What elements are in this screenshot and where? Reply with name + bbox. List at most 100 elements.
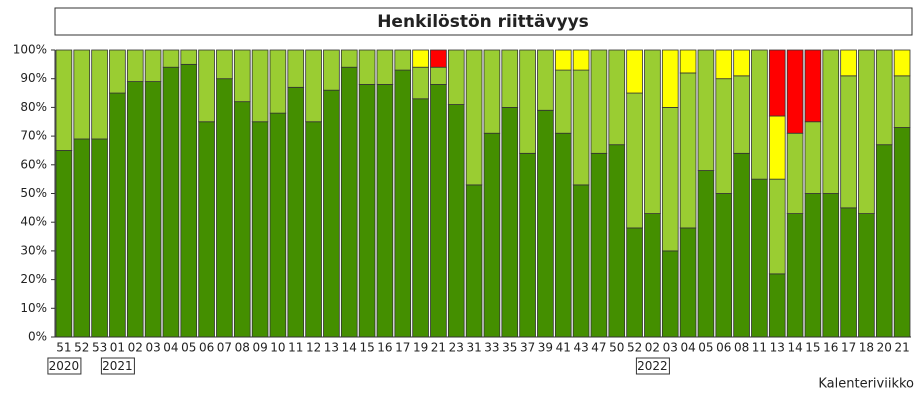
bar-segment <box>394 69 412 338</box>
x-tick-label: 09 <box>252 341 267 355</box>
x-axis-label: Kalenteriviikko <box>818 377 914 392</box>
bar-segment <box>822 193 840 338</box>
bar-segment <box>661 107 679 252</box>
x-tick-label: 50 <box>609 341 624 355</box>
x-tick-label: 08 <box>235 341 250 355</box>
bar-segment <box>697 49 715 171</box>
x-tick-label: 37 <box>520 341 535 355</box>
y-tick-label: 0% <box>28 330 47 344</box>
x-tick-label: 20 <box>877 341 892 355</box>
x-tick-label: 04 <box>680 341 695 355</box>
bar-segment <box>109 49 126 94</box>
bar-segment <box>430 66 447 85</box>
bar-segment <box>376 84 394 338</box>
bar-segment <box>430 84 447 338</box>
bar-segment <box>715 49 733 80</box>
title-box <box>54 7 913 36</box>
bar-segment <box>180 49 198 65</box>
bar-segment <box>893 49 911 77</box>
bar-segment <box>768 49 786 117</box>
bar-segment <box>412 66 429 100</box>
bar-segment <box>733 152 750 338</box>
x-tick-label: 10 <box>270 341 285 355</box>
x-tick-label: 53 <box>92 341 107 355</box>
y-tick-label: 80% <box>20 100 47 114</box>
bar-segment <box>91 138 108 338</box>
bar-segment <box>126 81 144 338</box>
bar-segment <box>572 184 590 338</box>
bar-segment <box>216 49 233 80</box>
bar-segment <box>840 75 857 209</box>
y-tick-label: 60% <box>20 157 47 171</box>
bar-segment <box>679 72 697 229</box>
x-tick-label: 16 <box>377 341 392 355</box>
bar-segment <box>644 49 661 214</box>
x-tick-label: 51 <box>56 341 71 355</box>
bar-segment <box>216 78 233 338</box>
bar-segment <box>893 75 911 128</box>
x-tick-label: 16 <box>823 341 838 355</box>
bar-segment <box>590 49 608 154</box>
bar-segment <box>287 49 305 88</box>
bar-segment <box>233 101 251 338</box>
y-tick-label: 10% <box>20 301 47 315</box>
bar-segment <box>608 49 626 146</box>
bar-segment <box>875 49 893 146</box>
year-box <box>100 357 135 375</box>
bar-segment <box>751 49 768 180</box>
bar-segment <box>804 121 822 194</box>
x-tick-label: 04 <box>163 341 178 355</box>
bar-segment <box>126 49 144 82</box>
bar-segment <box>715 78 733 194</box>
bar-segment <box>198 121 215 338</box>
bar-segment <box>162 66 180 338</box>
bar-segment <box>305 121 322 338</box>
bar-segment <box>626 49 643 94</box>
chart-title: Henkilöstön riittävyys <box>377 12 589 32</box>
bar-segment <box>626 92 643 229</box>
bar-segment <box>858 49 875 214</box>
x-tick-label: 52 <box>74 341 89 355</box>
year-box <box>47 357 82 375</box>
bar-segment <box>269 112 287 338</box>
bar-segment <box>858 213 875 338</box>
x-tick-label: 03 <box>663 341 678 355</box>
bar-segment <box>162 49 180 68</box>
y-tick-label: 90% <box>20 71 47 85</box>
y-tick-label: 40% <box>20 215 47 229</box>
x-tick-label: 17 <box>841 341 856 355</box>
y-tick-label: 50% <box>20 186 47 200</box>
bar-segment <box>91 49 108 140</box>
bar-segment <box>251 121 269 338</box>
x-tick-label: 12 <box>306 341 321 355</box>
bar-segment <box>644 213 661 338</box>
bar-segment <box>679 49 697 74</box>
bar-segment <box>55 49 73 151</box>
bar-segment <box>73 49 91 140</box>
bar-segment <box>323 89 340 338</box>
x-tick-label: 43 <box>573 341 588 355</box>
bar-segment <box>251 49 269 123</box>
bar-segment <box>144 49 162 82</box>
year-label: 2021 <box>102 359 133 373</box>
bar-segment <box>537 49 554 111</box>
x-tick-label: 39 <box>538 341 553 355</box>
bar-segment <box>893 127 911 338</box>
bar-segment <box>358 49 376 85</box>
bar-segment <box>875 144 893 338</box>
bar-segment <box>733 75 750 154</box>
bar-segment <box>768 115 786 180</box>
bar-segment <box>554 132 572 338</box>
bar-segment <box>144 81 162 338</box>
bar-segment <box>822 49 840 194</box>
x-tick-label: 13 <box>770 341 785 355</box>
bar-segment <box>180 63 198 338</box>
x-tick-label: 06 <box>716 341 731 355</box>
y-tick-label: 20% <box>20 272 47 286</box>
bar-segment <box>661 49 679 108</box>
bar-segment <box>109 92 126 338</box>
x-tick-label: 06 <box>199 341 214 355</box>
x-tick-label: 52 <box>627 341 642 355</box>
bar-segment <box>73 138 91 338</box>
